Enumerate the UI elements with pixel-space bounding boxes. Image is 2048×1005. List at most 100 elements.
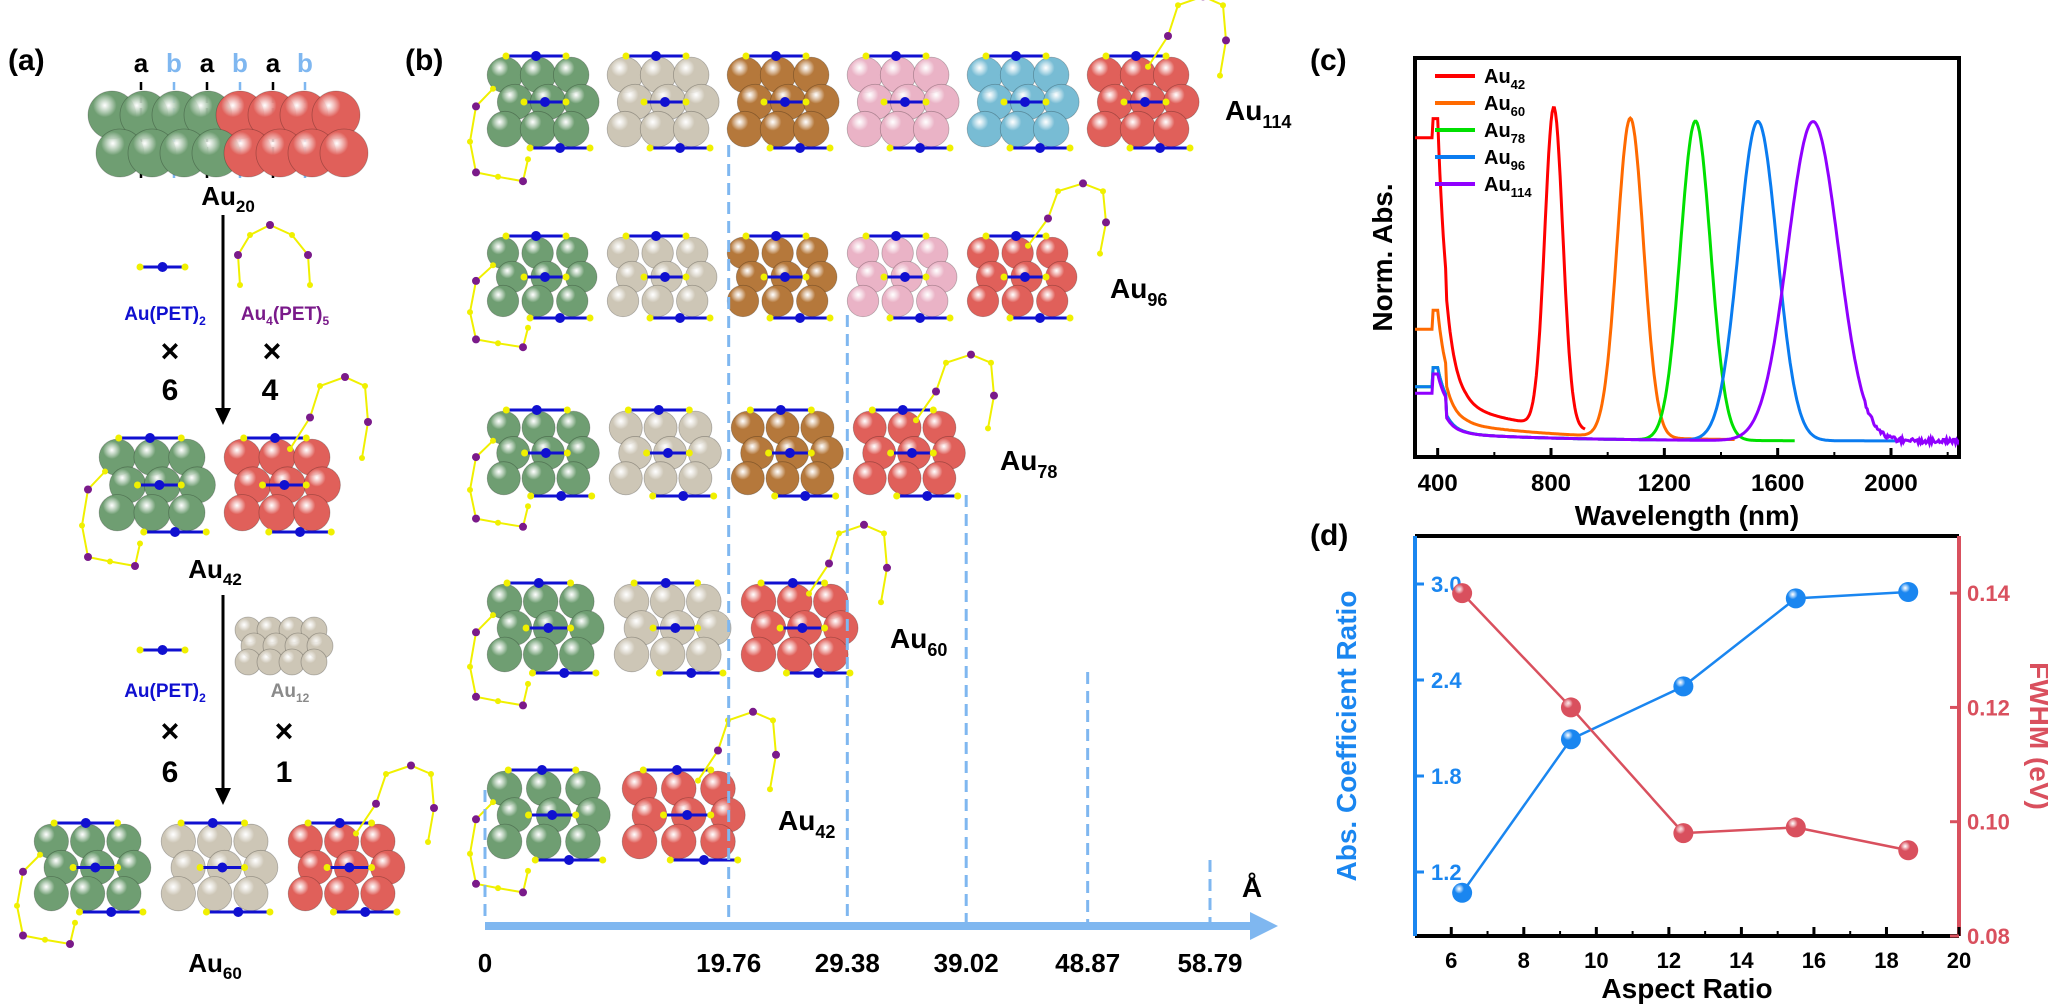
ligand-atom <box>467 139 473 145</box>
sulfur-atom <box>588 493 595 500</box>
sulfur-atom <box>114 864 121 871</box>
gold-atom-ligand <box>922 491 932 501</box>
legend-label-Au96: Au96 <box>1484 147 1525 173</box>
sulfur-atom <box>330 909 337 916</box>
sulfur-atom <box>303 435 310 442</box>
sulfur-atom <box>563 233 570 240</box>
gold-atom <box>134 495 170 531</box>
ligand-atom <box>519 523 527 531</box>
sulfur-atom <box>821 625 828 632</box>
gold-atom <box>847 111 883 147</box>
sulfur-atom <box>503 407 510 414</box>
au42-label: Au42 <box>188 554 242 589</box>
sulfur-atom <box>863 233 870 240</box>
gold-atom-ligand <box>344 863 354 873</box>
ligand-atom <box>525 868 531 874</box>
ligand-atom <box>1097 251 1103 257</box>
sulfur-atom <box>587 315 594 322</box>
au60-label: Au60 <box>188 948 242 983</box>
sulfur-atom <box>707 145 714 152</box>
ligand-atom <box>472 515 480 523</box>
gold-atom <box>760 111 796 147</box>
legend-label-Au42: Au42 <box>1484 66 1525 92</box>
sulfur-atom <box>137 647 144 654</box>
ligand-atom <box>304 251 312 259</box>
gold-atom-ligand <box>90 863 100 873</box>
au-pet2-icon <box>137 645 189 655</box>
x-axis-label: Aspect Ratio <box>1601 973 1772 1004</box>
rod-label-sub: 96 <box>1147 290 1167 310</box>
gold-atom <box>813 637 848 672</box>
gold-atom-ligand <box>233 907 243 917</box>
gold-atom <box>487 285 519 317</box>
axis-arrow-icon <box>1250 912 1278 940</box>
sulfur-atom <box>527 145 534 152</box>
sulfur-atom <box>765 450 772 457</box>
sulfur-atom <box>1043 53 1050 60</box>
au-pet2-icon <box>137 262 189 272</box>
gold-atom <box>731 462 764 495</box>
sulfur-atom <box>563 99 570 106</box>
gold-atom-ligand <box>678 491 688 501</box>
gold-atom-ligand <box>663 448 673 458</box>
panel-label-a: (a) <box>8 44 45 77</box>
data-point-right <box>1898 840 1918 860</box>
left-y-tick-label: 2.4 <box>1431 668 1462 693</box>
gold-atom <box>34 876 68 910</box>
sulfur-atom <box>887 145 894 152</box>
sulfur-atom <box>954 493 961 500</box>
sulfur-atom <box>923 99 930 106</box>
data-point-left <box>1561 729 1581 749</box>
sulfur-atom <box>521 450 528 457</box>
gold-atom <box>224 495 260 531</box>
sulfur-atom <box>734 857 741 864</box>
sulfur-atom <box>747 407 754 414</box>
ligand-atom <box>913 417 919 423</box>
gold-atom-ligand <box>785 448 795 458</box>
sulfur-atom <box>863 53 870 60</box>
sulfur-atom <box>139 909 146 916</box>
sulfur-atom <box>803 53 810 60</box>
rod-Au96: Au96 <box>467 179 1167 351</box>
gold-atom <box>967 111 1003 147</box>
sulfur-atom <box>241 820 248 827</box>
sulfur-atom <box>140 529 147 536</box>
ligand-atom <box>1079 179 1087 187</box>
sulfur-atom <box>803 99 810 106</box>
sulfur-atom <box>656 670 663 677</box>
rod-label-base: Au <box>1000 445 1037 476</box>
gold-atom <box>522 462 555 495</box>
ligand-atom <box>66 940 74 948</box>
sulfur-atom <box>758 580 765 587</box>
data-point-left <box>1898 582 1918 602</box>
sulfur-atom <box>930 450 937 457</box>
legend-label-sub: 42 <box>1511 77 1525 92</box>
ligand-atom <box>490 262 496 268</box>
sulfur-atom <box>1001 274 1008 281</box>
au4-pet5-icon <box>234 221 313 288</box>
length-tick-label: 19.76 <box>696 948 761 978</box>
gold-atom <box>801 462 834 495</box>
step1-right-count: 4 <box>262 374 279 407</box>
gold-atom-ligand <box>651 51 661 61</box>
ligand-atom <box>525 325 531 331</box>
gold-atom-ligand <box>154 480 164 490</box>
sulfur-atom <box>694 625 701 632</box>
sulfur-atom <box>563 53 570 60</box>
gold-atom <box>234 876 268 910</box>
gold-atom <box>70 876 104 910</box>
sulfur-atom <box>923 274 930 281</box>
rod-label: Au96 <box>1110 273 1167 310</box>
gold-atom <box>487 637 522 672</box>
sulfur-atom <box>881 99 888 106</box>
gold-atom <box>766 462 799 495</box>
layer-letter-a: a <box>200 48 215 78</box>
gold-atom-ligand <box>795 313 805 323</box>
sulfur-atom <box>592 670 599 677</box>
ligand-atom <box>364 418 372 426</box>
gold-atom <box>679 462 712 495</box>
sulfur-atom <box>1067 145 1074 152</box>
gold-atom-ligand <box>531 231 541 241</box>
sulfur-atom <box>567 580 574 587</box>
sulfur-atom <box>51 820 58 827</box>
